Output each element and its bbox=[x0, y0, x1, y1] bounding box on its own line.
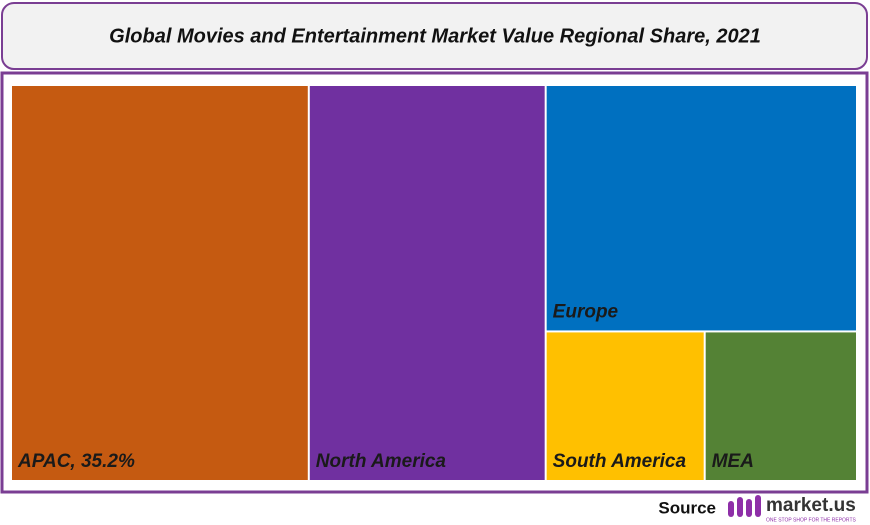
logo-bar bbox=[755, 495, 761, 517]
cell-label: APAC, 35.2% bbox=[17, 451, 135, 472]
treemap-cell bbox=[705, 332, 856, 480]
cell-label: Europe bbox=[553, 301, 619, 322]
treemap-cell bbox=[546, 86, 856, 331]
title-box bbox=[1, 2, 868, 70]
cell-label: North America bbox=[316, 451, 447, 472]
logo-tagline: ONE STOP SHOP FOR THE REPORTS bbox=[766, 517, 857, 523]
logo-icon bbox=[728, 495, 761, 517]
source-label: Source bbox=[658, 498, 716, 517]
logo-bar bbox=[746, 499, 752, 517]
cell-label: South America bbox=[553, 451, 687, 472]
treemap-cell bbox=[546, 332, 704, 480]
logo-bar bbox=[728, 501, 734, 517]
cell-label: MEA bbox=[712, 451, 754, 472]
logo-bar bbox=[737, 497, 743, 517]
logo-text: market.us bbox=[766, 495, 856, 516]
treemap-cell bbox=[12, 86, 308, 480]
chart-title: Global Movies and Entertainment Market V… bbox=[109, 25, 761, 47]
treemap-cell bbox=[309, 86, 545, 480]
